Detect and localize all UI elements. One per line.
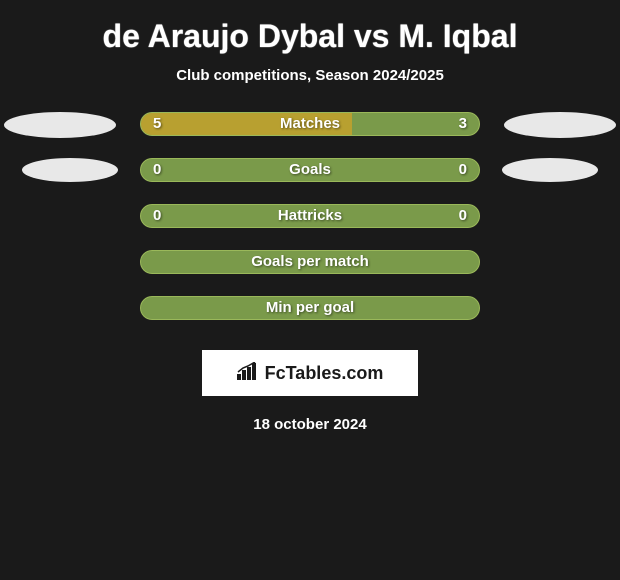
page-title: de Araujo Dybal vs M. Iqbal (0, 18, 620, 55)
stat-label: Goals (289, 161, 331, 178)
stat-value-left: 0 (153, 161, 161, 178)
stats-region: 5 Matches 3 0 Goals 0 0 Hattricks 0 Goals per mat… (0, 112, 620, 342)
stat-row: Goals per match (0, 250, 620, 296)
logo-text: FcTables.com (265, 363, 384, 384)
stat-label: Matches (280, 115, 340, 132)
stat-bar: Goals per match (140, 250, 480, 274)
logo-box: FcTables.com (202, 350, 418, 396)
stat-row: 0 Goals 0 (0, 158, 620, 204)
stat-label: Min per goal (266, 299, 354, 316)
ellipse-left (22, 158, 118, 182)
ellipse-right (504, 112, 616, 138)
stat-row: 0 Hattricks 0 (0, 204, 620, 250)
stat-bar: 5 Matches 3 (140, 112, 480, 136)
ellipse-left (4, 112, 116, 138)
stat-row: 5 Matches 3 (0, 112, 620, 158)
chart-icon (237, 362, 259, 385)
ellipse-right (502, 158, 598, 182)
stat-label: Goals per match (251, 253, 369, 270)
stat-value-right: 0 (459, 161, 467, 178)
date-text: 18 october 2024 (0, 416, 620, 433)
page-subtitle: Club competitions, Season 2024/2025 (0, 67, 620, 84)
stat-row: Min per goal (0, 296, 620, 342)
stat-bar: 0 Hattricks 0 (140, 204, 480, 228)
stat-label: Hattricks (278, 207, 342, 224)
stat-value-left: 5 (153, 115, 161, 132)
stat-value-left: 0 (153, 207, 161, 224)
stat-bar: Min per goal (140, 296, 480, 320)
stat-value-right: 3 (459, 115, 467, 132)
stat-value-right: 0 (459, 207, 467, 224)
stat-bar: 0 Goals 0 (140, 158, 480, 182)
